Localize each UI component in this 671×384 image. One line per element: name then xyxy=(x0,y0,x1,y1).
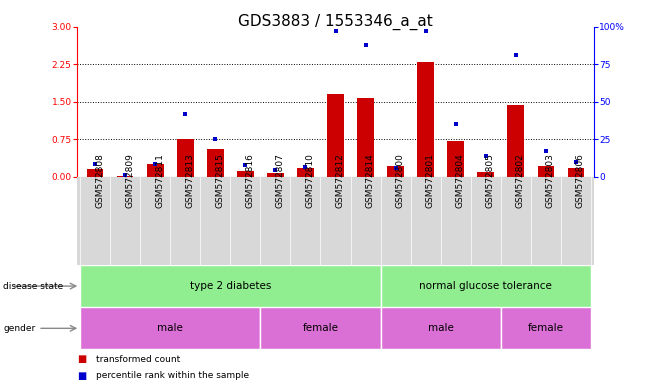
Text: GSM572815: GSM572815 xyxy=(215,154,224,209)
Text: female: female xyxy=(303,323,338,333)
Point xyxy=(540,148,551,154)
Bar xyxy=(80,307,260,349)
Text: male: male xyxy=(427,323,454,333)
Point xyxy=(391,166,401,172)
Point xyxy=(210,136,221,142)
Bar xyxy=(207,149,223,177)
Text: GSM572802: GSM572802 xyxy=(516,154,525,209)
Text: normal glucose tolerance: normal glucose tolerance xyxy=(419,281,552,291)
Text: GSM572811: GSM572811 xyxy=(155,154,164,209)
Point xyxy=(480,153,491,159)
Bar xyxy=(478,172,494,177)
Text: GSM572807: GSM572807 xyxy=(275,154,285,209)
Bar xyxy=(87,169,103,177)
Point xyxy=(360,42,371,48)
Bar xyxy=(147,164,164,177)
Point xyxy=(450,121,461,127)
Bar xyxy=(537,166,554,177)
Point xyxy=(420,28,431,34)
Text: transformed count: transformed count xyxy=(96,354,180,364)
Bar xyxy=(177,139,193,177)
Text: GSM572809: GSM572809 xyxy=(125,154,134,209)
Bar xyxy=(117,175,134,177)
Text: gender: gender xyxy=(3,324,36,333)
Text: female: female xyxy=(528,323,564,333)
Text: GSM572814: GSM572814 xyxy=(366,154,374,209)
Bar xyxy=(357,98,374,177)
Text: ■: ■ xyxy=(77,354,87,364)
Point xyxy=(90,161,101,167)
Point xyxy=(150,161,160,167)
Text: percentile rank within the sample: percentile rank within the sample xyxy=(96,371,249,380)
Bar xyxy=(237,170,254,177)
Point xyxy=(270,167,280,173)
Text: ■: ■ xyxy=(77,371,87,381)
Text: GDS3883 / 1553346_a_at: GDS3883 / 1553346_a_at xyxy=(238,13,433,30)
Bar xyxy=(80,265,380,307)
Bar xyxy=(501,307,591,349)
Text: GSM572805: GSM572805 xyxy=(486,154,495,209)
Bar xyxy=(387,166,404,177)
Point xyxy=(240,162,251,169)
Text: type 2 diabetes: type 2 diabetes xyxy=(190,281,271,291)
Bar xyxy=(267,173,284,177)
Bar xyxy=(417,62,434,177)
Text: GSM572810: GSM572810 xyxy=(305,154,315,209)
Point xyxy=(120,172,131,178)
Text: GSM572800: GSM572800 xyxy=(396,154,405,209)
Text: GSM572801: GSM572801 xyxy=(425,154,435,209)
Text: disease state: disease state xyxy=(3,281,64,291)
Bar xyxy=(260,307,380,349)
Bar xyxy=(448,141,464,177)
Bar xyxy=(380,307,501,349)
Point xyxy=(330,28,341,35)
Point xyxy=(180,111,191,117)
Text: male: male xyxy=(157,323,183,333)
Bar xyxy=(507,105,524,177)
Bar xyxy=(568,168,584,177)
Text: GSM572803: GSM572803 xyxy=(546,154,555,209)
Text: GSM572812: GSM572812 xyxy=(336,154,344,209)
Text: GSM572804: GSM572804 xyxy=(456,154,464,209)
Bar xyxy=(327,94,344,177)
Text: GSM572808: GSM572808 xyxy=(95,154,104,209)
Point xyxy=(300,164,311,170)
Text: GSM572806: GSM572806 xyxy=(576,154,585,209)
Bar xyxy=(297,168,314,177)
Text: GSM572813: GSM572813 xyxy=(185,154,195,209)
Bar xyxy=(380,265,591,307)
Point xyxy=(570,159,581,165)
Text: GSM572816: GSM572816 xyxy=(246,154,254,209)
Point xyxy=(511,52,521,58)
